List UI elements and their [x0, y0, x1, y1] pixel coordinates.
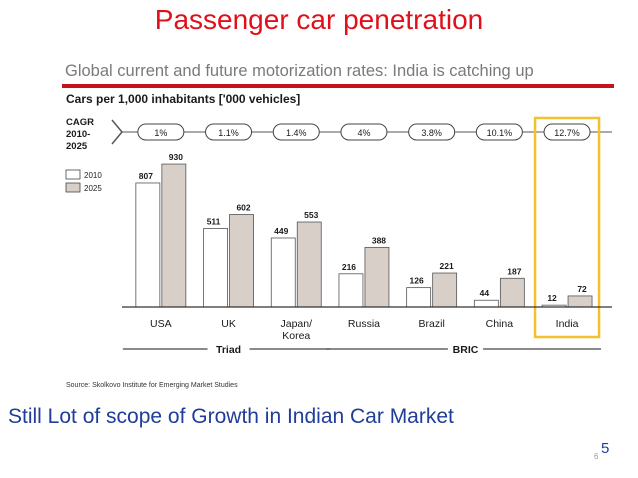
bar-2025 [499, 277, 525, 308]
data-label: 44 [480, 288, 490, 298]
data-label: 221 [440, 261, 454, 271]
bar-2010 [270, 237, 296, 308]
group-label: BRIC [453, 344, 479, 356]
data-label: 12 [547, 293, 557, 303]
data-label: 72 [577, 284, 587, 294]
category-label: Brazil [419, 318, 445, 330]
page-number: 5 [601, 440, 610, 457]
cagr-value: 12.7% [554, 128, 580, 138]
cagr-label: CAGR [66, 117, 94, 128]
data-label: 511 [207, 216, 221, 226]
data-label: 187 [507, 266, 521, 276]
category-label: UK [221, 318, 236, 330]
page-number-small: 6 [594, 452, 599, 461]
slide-title: Passenger car penetration [154, 4, 484, 35]
cagr-value: 1.4% [286, 128, 307, 138]
cagr-pill [475, 123, 523, 141]
title-divider [62, 84, 614, 88]
data-label: 216 [342, 262, 356, 272]
cagr-pill [137, 123, 185, 141]
legend-label: 2025 [84, 184, 102, 193]
bar-2010 [406, 287, 432, 308]
legend-swatch-2010 [65, 169, 81, 180]
chart-title: Cars per 1,000 inhabitants ['000 vehicle… [66, 92, 301, 106]
category-label: Japan/ [280, 318, 312, 330]
cagr-pill [272, 123, 320, 141]
cagr-value: 1% [154, 128, 167, 138]
group-label: Triad [216, 344, 241, 356]
bar-2025 [432, 272, 458, 308]
data-label: 126 [410, 276, 424, 286]
cagr-pill [340, 123, 388, 141]
category-label: Korea [282, 330, 310, 342]
category-label: USA [150, 318, 172, 330]
cagr-years-1: 2010- [66, 129, 90, 140]
cagr-pill [543, 123, 591, 141]
bar-2025 [161, 163, 187, 308]
cagr-chevron [111, 119, 123, 145]
bar-2025 [229, 214, 254, 308]
bar-2010 [203, 228, 228, 308]
bar-2010 [473, 299, 499, 308]
slide-subtitle: Global current and future motorization r… [65, 62, 534, 80]
cagr-pill [408, 123, 456, 141]
cagr-value: 1.1% [218, 128, 239, 138]
legend-swatch-2025 [65, 182, 81, 193]
data-label: 930 [169, 152, 183, 162]
category-label: China [486, 318, 514, 330]
bar-2010 [135, 182, 161, 308]
data-label: 602 [236, 202, 250, 212]
data-label: 553 [304, 210, 318, 220]
cagr-value: 3.8% [421, 128, 442, 138]
category-label: Russia [348, 318, 380, 330]
cagr-pill [205, 123, 253, 141]
bar-2025 [296, 221, 322, 308]
bar-2025 [567, 295, 593, 308]
bottom-note: Still Lot of scope of Growth in Indian C… [8, 405, 454, 428]
data-label: 388 [372, 235, 386, 245]
bar-2025 [364, 246, 390, 308]
highlight-box [533, 116, 601, 339]
category-label: India [556, 318, 579, 330]
bar-2010 [338, 273, 364, 308]
source-note: Source: Skolkovo Institute for Emerging … [66, 382, 238, 389]
data-label: 807 [139, 171, 153, 181]
legend-label: 2010 [84, 171, 102, 180]
cagr-value: 10.1% [487, 128, 513, 138]
cagr-years-2: 2025 [66, 141, 88, 152]
data-label: 449 [274, 226, 288, 236]
cagr-value: 4% [357, 128, 370, 138]
